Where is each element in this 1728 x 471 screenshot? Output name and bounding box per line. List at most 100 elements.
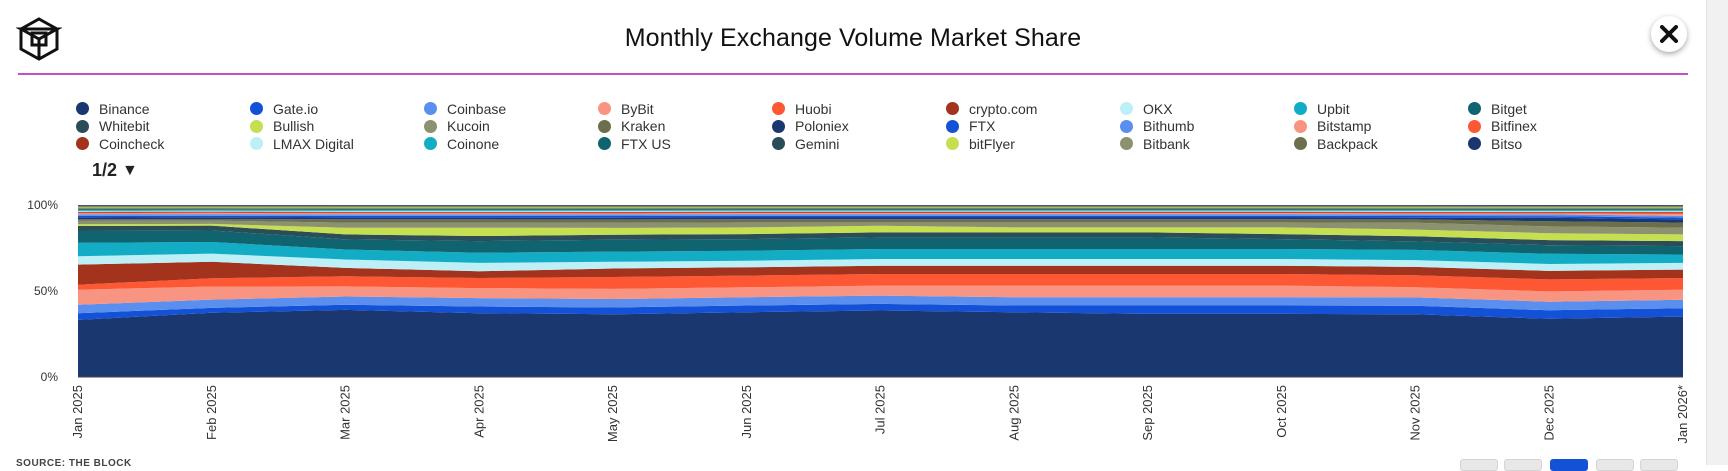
legend-next-page-button[interactable]: ▼: [122, 161, 138, 179]
legend-swatch: [76, 119, 89, 133]
chart-panel: Monthly Exchange Volume Market Share Bin…: [16, 16, 1690, 471]
area-series-bitso[interactable]: [78, 205, 1683, 206]
area-series-ftx-us[interactable]: [78, 209, 1683, 211]
legend-label: Poloniex: [795, 118, 849, 134]
area-series-gate-io[interactable]: [78, 303, 1683, 320]
area-series-coinbase[interactable]: [78, 295, 1683, 314]
x-tick-label: Dec 2025: [1541, 385, 1556, 441]
area-series-bitstamp[interactable]: [78, 213, 1683, 216]
legend-item[interactable]: FTX: [946, 118, 995, 135]
legend-item[interactable]: Bitso: [1468, 135, 1522, 152]
legend-swatch: [1468, 119, 1481, 133]
legend-item[interactable]: OKX: [1120, 100, 1173, 117]
legend-item[interactable]: Coinone: [424, 135, 499, 152]
area-series-bybit[interactable]: [78, 285, 1683, 305]
x-tick-label: Jan 2025: [70, 385, 85, 439]
legend-item[interactable]: Bitfinex: [1468, 118, 1537, 135]
chart-nav-button-4[interactable]: [1640, 459, 1678, 471]
area-series-lmax-digital[interactable]: [78, 210, 1683, 212]
x-tick-label: Feb 2025: [204, 385, 219, 440]
legend-item[interactable]: Backpack: [1294, 135, 1378, 152]
area-series-bitfinex[interactable]: [78, 212, 1683, 215]
legend-label: crypto.com: [969, 100, 1038, 117]
the-block-cube-logo-icon: [16, 17, 62, 61]
legend-label: bitFlyer: [969, 135, 1015, 152]
legend-item[interactable]: LMAX Digital: [250, 135, 354, 152]
x-tick-label: Nov 2025: [1408, 385, 1423, 441]
area-series-bithumb[interactable]: [78, 214, 1683, 218]
legend-item[interactable]: Bullish: [250, 118, 314, 135]
area-series-poloniex[interactable]: [78, 217, 1683, 223]
legend-label: Huobi: [795, 100, 832, 117]
area-series-crypto-com[interactable]: [78, 261, 1683, 285]
legend-item[interactable]: Binance: [76, 100, 150, 117]
y-tick-label: 50%: [34, 284, 58, 298]
area-series-upbit[interactable]: [78, 242, 1683, 264]
legend-swatch: [1468, 102, 1481, 115]
area-series-binance[interactable]: [78, 309, 1683, 377]
area-series-coincheck[interactable]: [78, 211, 1683, 213]
legend-label: Coincheck: [99, 135, 165, 152]
legend-item[interactable]: Bitstamp: [1294, 118, 1371, 135]
title-divider: [18, 73, 1688, 75]
legend-item[interactable]: Gate.io: [250, 100, 318, 117]
legend-swatch: [772, 137, 785, 150]
close-icon: [1660, 25, 1678, 43]
area-series-whitebit[interactable]: [78, 225, 1683, 247]
legend-item[interactable]: Kucoin: [424, 118, 490, 135]
area-series-kraken[interactable]: [78, 219, 1683, 228]
area-series-kucoin[interactable]: [78, 220, 1683, 235]
area-series-coinone[interactable]: [78, 209, 1683, 211]
legend-item[interactable]: Coincheck: [76, 135, 164, 152]
x-tick-label: Mar 2025: [338, 385, 353, 440]
legend-item[interactable]: bitFlyer: [946, 135, 1015, 152]
legend-label: FTX US: [621, 135, 671, 152]
legend-item[interactable]: Coinbase: [424, 100, 506, 117]
chart-nav-button-active[interactable]: [1550, 459, 1588, 471]
area-series-huobi[interactable]: [78, 274, 1683, 292]
legend-swatch: [598, 102, 611, 115]
chart-nav-button-1[interactable]: [1460, 459, 1498, 471]
legend-item[interactable]: Bithumb: [1120, 118, 1194, 135]
legend-label: Bitget: [1491, 100, 1527, 117]
legend-swatch: [772, 119, 785, 133]
area-series-okx[interactable]: [78, 253, 1683, 272]
legend-item[interactable]: Whitebit: [76, 118, 150, 135]
chart-nav-button-3[interactable]: [1596, 459, 1634, 471]
legend-label: Bitbank: [1143, 135, 1190, 152]
legend-item[interactable]: crypto.com: [946, 100, 1037, 117]
area-series-bitget[interactable]: [78, 230, 1683, 255]
legend-label: Binance: [99, 100, 150, 117]
legend-swatch: [946, 102, 959, 115]
area-series-backpack[interactable]: [78, 205, 1683, 207]
legend-item[interactable]: Bitget: [1468, 100, 1527, 117]
x-tick-label: Oct 2025: [1274, 385, 1289, 438]
page-scrollbar[interactable]: [1706, 0, 1728, 465]
legend-swatch: [598, 119, 611, 133]
chart-nav-button-2[interactable]: [1504, 459, 1542, 471]
legend-item[interactable]: Bitbank: [1120, 135, 1190, 152]
legend-item[interactable]: Huobi: [772, 100, 832, 117]
legend-swatch: [946, 137, 959, 150]
close-button[interactable]: [1651, 16, 1687, 52]
legend-label: Coinbase: [447, 100, 507, 117]
legend-item[interactable]: Poloniex: [772, 118, 849, 135]
legend-item[interactable]: ByBit: [598, 100, 654, 117]
legend-swatch: [772, 102, 785, 115]
area-series-bitflyer[interactable]: [78, 207, 1683, 209]
legend-label: Gemini: [795, 135, 840, 152]
area-series-gemini[interactable]: [78, 208, 1683, 210]
legend-label: Backpack: [1317, 135, 1378, 152]
legend-label: Kucoin: [447, 118, 490, 134]
legend-item[interactable]: FTX US: [598, 135, 671, 152]
x-tick-label: Jun 2025: [739, 385, 754, 439]
area-series-bullish[interactable]: [78, 223, 1683, 242]
legend-swatch: [424, 137, 437, 150]
area-series-bitbank[interactable]: [78, 206, 1683, 208]
area-series-ftx[interactable]: [78, 215, 1683, 220]
legend-swatch: [1120, 119, 1133, 133]
legend-label: Upbit: [1317, 100, 1350, 117]
legend-item[interactable]: Gemini: [772, 135, 839, 152]
legend-item[interactable]: Kraken: [598, 118, 665, 135]
legend-item[interactable]: Upbit: [1294, 100, 1350, 117]
